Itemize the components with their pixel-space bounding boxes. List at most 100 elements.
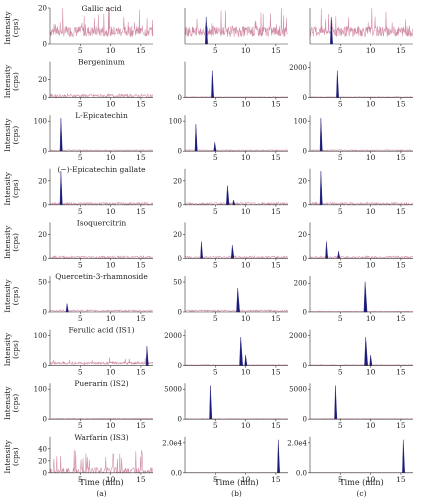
x-tick-label: 5 [213, 314, 218, 323]
panel-r1-c3: 5 10 15 [309, 7, 414, 55]
y-tick-label: 2.0e4 [162, 439, 182, 447]
y-tick-label: 40 [38, 445, 47, 453]
compound-label: Bergeninum [78, 58, 125, 67]
x-tick-label: 15 [396, 421, 406, 430]
panel-column-label: (c) [356, 489, 366, 498]
x-axis-title: Time (min) [214, 478, 258, 487]
peak [145, 346, 149, 366]
baseline-trace [309, 310, 413, 313]
x-axis-title: Time (min) [79, 478, 123, 487]
panel-r3-c1: 0 100 5 10 15 L-Epicatechin [34, 111, 153, 162]
x-tick-label: 15 [271, 207, 281, 216]
y-axis-title: Intensity(cps) [3, 332, 20, 366]
y-axis-title-line1: Intensity [3, 64, 12, 98]
x-tick-label: 10 [106, 46, 116, 55]
y-axis-title-line1: Intensity [3, 278, 12, 312]
y-tick-label: 0 [303, 255, 307, 263]
y-axis-title-line1: Intensity [3, 118, 12, 152]
x-tick-label: 10 [106, 314, 116, 323]
panel-r2-c3: 0 2000 5 10 15 [289, 61, 413, 109]
x-tick-label: 15 [136, 207, 146, 216]
panel-column-label: (b) [231, 489, 242, 498]
panel-r3-c3: 0 100 5 10 15 [294, 115, 413, 162]
y-axis-title-line2: (cps) [11, 233, 20, 252]
baseline-trace [49, 7, 154, 38]
x-tick-label: 5 [213, 260, 218, 269]
y-tick-label: 50 [173, 279, 182, 287]
y-axis-title-line1: Intensity [3, 332, 12, 366]
y-tick-label: 2000 [289, 64, 307, 72]
x-tick-label: 10 [241, 100, 251, 109]
y-axis-title-line1: Intensity [3, 10, 12, 44]
y-tick-label: 5000 [164, 386, 182, 394]
y-tick-label: 20 [38, 231, 47, 239]
y-tick-label: 20 [298, 177, 307, 185]
peak [236, 287, 240, 313]
y-axis-title: Intensity(cps) [3, 171, 20, 205]
x-tick-label: 10 [106, 100, 116, 109]
peak [200, 241, 204, 259]
peak [239, 337, 243, 366]
baseline-trace [184, 7, 288, 38]
x-tick-label: 10 [241, 314, 251, 323]
peak [364, 337, 368, 366]
compound-label: Puerarin (IS2) [74, 379, 128, 388]
y-tick-label: 0.0 [296, 469, 307, 477]
panel-r2-c2: 0 5 10 15 [178, 61, 288, 109]
baseline-trace [309, 364, 413, 366]
panel-r9-c2: 0.0 2.0e4 5 10 15 [162, 436, 288, 484]
panel-r7-c2: 0 2000 5 10 15 [164, 329, 288, 377]
x-tick-label: 15 [271, 260, 281, 269]
panel-r4-c1: 0 20 5 10 15 (−)-Epicatechin gallate [38, 165, 154, 216]
x-tick-label: 15 [136, 100, 146, 109]
x-tick-label: 10 [106, 260, 116, 269]
baseline-trace [49, 449, 154, 474]
compound-label: Quercetin-3-rhamnoside [55, 272, 148, 281]
y-tick-label: 0 [303, 362, 307, 370]
peak [337, 251, 341, 259]
x-tick-label: 15 [396, 368, 406, 377]
panel-r9-c1: 0 20 40 5 10 15 Warfarin (IS3) [38, 433, 154, 484]
x-tick-label: 5 [338, 475, 343, 484]
peak [213, 142, 217, 152]
x-tick-label: 5 [213, 475, 218, 484]
x-tick-label: 5 [338, 314, 343, 323]
panel-r5-c2: 0 20 5 10 15 [173, 222, 288, 269]
x-tick-label: 5 [213, 100, 218, 109]
y-tick-label: 0 [303, 201, 307, 209]
y-axis-title-line1: Intensity [3, 225, 12, 259]
panel-r5-c1: 0 20 5 10 15 Isoquercitrin [38, 218, 153, 269]
y-tick-label: 0 [43, 94, 47, 102]
x-tick-label: 10 [366, 46, 376, 55]
x-tick-label: 15 [396, 260, 406, 269]
y-tick-label: 100 [169, 118, 182, 126]
baseline-trace [309, 149, 413, 152]
x-tick-label: 10 [241, 421, 251, 430]
x-tick-label: 5 [213, 207, 218, 216]
baseline-trace [309, 7, 414, 38]
y-tick-label: 0 [178, 309, 182, 317]
x-tick-label: 15 [136, 314, 146, 323]
panel-r5-c3: 0 20 5 10 15 [298, 222, 414, 269]
peak [402, 439, 405, 473]
peak [244, 355, 248, 366]
baseline-trace [49, 201, 154, 206]
y-tick-label: 20 [38, 5, 47, 13]
y-tick-label: 20 [38, 76, 47, 84]
panel-r4-c2: 0 20 5 10 15 [173, 168, 289, 216]
x-tick-label: 10 [241, 368, 251, 377]
baseline-trace [50, 93, 154, 99]
x-tick-label: 5 [78, 421, 83, 430]
x-tick-label: 10 [241, 260, 251, 269]
peak [209, 385, 213, 420]
y-tick-label: 0 [43, 309, 47, 317]
y-tick-label: 100 [34, 118, 47, 126]
baseline-trace [185, 96, 288, 98]
x-tick-label: 10 [106, 368, 116, 377]
peak [369, 355, 373, 366]
panel-r9-c3: 0.0 2.0e4 5 10 15 [287, 436, 413, 484]
y-tick-label: 100 [294, 118, 307, 126]
baseline-trace [184, 201, 289, 206]
x-tick-label: 15 [271, 475, 281, 484]
peak [59, 171, 63, 205]
